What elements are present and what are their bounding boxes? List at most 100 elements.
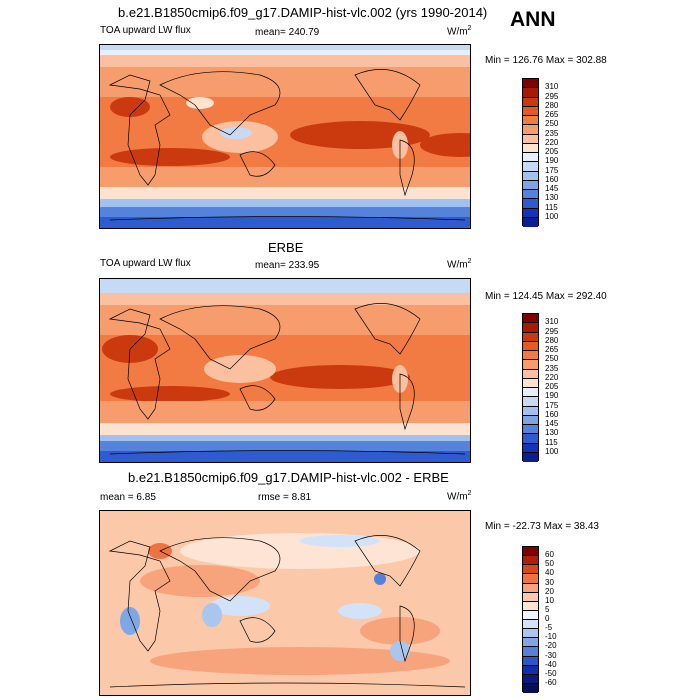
colorbar-swatch [523, 97, 538, 107]
colorbar-tick-label: 205 [545, 147, 559, 156]
colorbar-tick-label: 265 [545, 110, 559, 119]
panel-2-units: W/m2 [447, 258, 472, 271]
colorbar-tick-label: 20 [545, 586, 554, 596]
colorbar-tick-label: -30 [545, 650, 557, 660]
colorbar-swatch [523, 452, 538, 462]
colorbar-swatch [523, 610, 538, 620]
panel-1-map [99, 44, 471, 229]
colorbar-tick-label: 295 [545, 91, 559, 101]
colorbar-tick-label: 220 [545, 137, 559, 147]
colorbar-tick-label: 160 [545, 409, 559, 419]
colorbar-swatch [523, 351, 538, 361]
colorbar-tick-label: 100 [545, 446, 559, 456]
colorbar-tick-label: 280 [545, 335, 559, 345]
colorbar-tick-label: 130 [545, 193, 559, 203]
colorbar-swatch [523, 314, 538, 324]
colorbar-swatch [523, 397, 538, 407]
colorbar-tick-label: 190 [545, 391, 559, 401]
colorbar-swatch [523, 556, 538, 566]
colorbar-tick-label: 10 [545, 595, 554, 605]
colorbar-tick-label: 295 [545, 326, 559, 336]
panel-1-variable-label: TOA upward LW flux [100, 25, 191, 36]
panel-1-colorbar [522, 78, 539, 227]
colorbar-swatch [523, 665, 538, 675]
colorbar-tick-label: -20 [545, 641, 557, 651]
colorbar-tick-label: 250 [545, 119, 559, 129]
colorbar-swatch [523, 415, 538, 425]
panel-3-rmse-label: rmse = 8.81 [258, 492, 312, 503]
colorbar-swatch [523, 88, 538, 98]
colorbar-swatch [523, 683, 538, 693]
colorbar-tick-label: -10 [545, 632, 557, 642]
colorbar-tick-label: 40 [545, 568, 554, 578]
colorbar-tick-label: 0 [545, 614, 550, 623]
colorbar-tick-label: 310 [545, 317, 559, 327]
colorbar-tick-label: 5 [545, 604, 550, 614]
colorbar-tick-label: 160 [545, 174, 559, 184]
colorbar-swatch [523, 656, 538, 666]
colorbar-tick-label: 145 [545, 419, 559, 428]
colorbar-tick-label: 190 [545, 156, 559, 166]
colorbar-tick-label: 265 [545, 345, 559, 354]
colorbar-swatch [523, 592, 538, 602]
colorbar-swatch [523, 171, 538, 181]
colorbar-swatch [523, 388, 538, 398]
colorbar-swatch [523, 360, 538, 370]
colorbar-swatch [523, 199, 538, 209]
colorbar-tick-label: -50 [545, 668, 557, 678]
colorbar-tick-label: 175 [545, 400, 559, 410]
colorbar-swatch [523, 79, 538, 89]
panel-1-units: W/m2 [447, 25, 472, 38]
colorbar-swatch [523, 601, 538, 611]
colorbar-tick-label: 235 [545, 128, 559, 138]
colorbar-tick-label: 100 [545, 211, 559, 221]
colorbar-swatch [523, 674, 538, 684]
panel-1-minmax: Min = 126.76 Max = 302.88 [485, 55, 607, 66]
colorbar-tick-label: 250 [545, 354, 559, 364]
colorbar-tick-label: -40 [545, 659, 557, 669]
colorbar-swatch [523, 638, 538, 648]
panel-1-mean-label: mean= 240.79 [255, 27, 320, 38]
colorbar-tick-label: 60 [545, 550, 554, 560]
panel-2-map [99, 278, 471, 463]
colorbar-tick-label: 30 [545, 577, 554, 587]
colorbar-tick-label: 130 [545, 428, 559, 438]
colorbar-tick-label: 310 [545, 82, 559, 92]
colorbar-tick-label: 175 [545, 165, 559, 175]
panel-3-colorbar [522, 546, 539, 693]
colorbar-tick-label: 205 [545, 382, 559, 391]
colorbar-swatch [523, 629, 538, 639]
colorbar-swatch [523, 153, 538, 163]
colorbar-tick-label: 220 [545, 372, 559, 382]
colorbar-swatch [523, 332, 538, 342]
colorbar-swatch [523, 208, 538, 218]
colorbar-tick-label: 145 [545, 184, 559, 193]
panel-3-title: b.e21.B1850cmip6.f09_g17.DAMIP-hist-vlc.… [128, 470, 449, 485]
colorbar-swatch [523, 620, 538, 630]
colorbar-swatch [523, 406, 538, 416]
panel-2-title: ERBE [268, 240, 304, 255]
colorbar-swatch [523, 378, 538, 388]
colorbar-swatch [523, 125, 538, 135]
season-label: ANN [510, 8, 556, 31]
panel-2-variable-label: TOA upward LW flux [100, 258, 191, 269]
colorbar-tick-label: 235 [545, 363, 559, 373]
panel-2-colorbar [522, 313, 539, 462]
colorbar-swatch [523, 180, 538, 190]
panel-2-minmax: Min = 124.45 Max = 292.40 [485, 291, 607, 302]
colorbar-swatch [523, 106, 538, 116]
colorbar-swatch [523, 369, 538, 379]
colorbar-swatch [523, 434, 538, 444]
colorbar-swatch [523, 565, 538, 575]
colorbar-tick-label: 115 [545, 437, 558, 447]
colorbar-swatch [523, 190, 538, 200]
colorbar-tick-label: -60 [545, 677, 557, 687]
colorbar-swatch [523, 341, 538, 351]
colorbar-swatch [523, 443, 538, 453]
panel-3-units: W/m2 [447, 490, 472, 503]
panel-1-title: b.e21.B1850cmip6.f09_g17.DAMIP-hist-vlc.… [118, 5, 488, 20]
colorbar-swatch [523, 323, 538, 333]
panel-3-minmax: Min = -22.73 Max = 38.43 [485, 521, 599, 532]
colorbar-tick-label: 115 [545, 202, 558, 212]
colorbar-swatch [523, 647, 538, 657]
